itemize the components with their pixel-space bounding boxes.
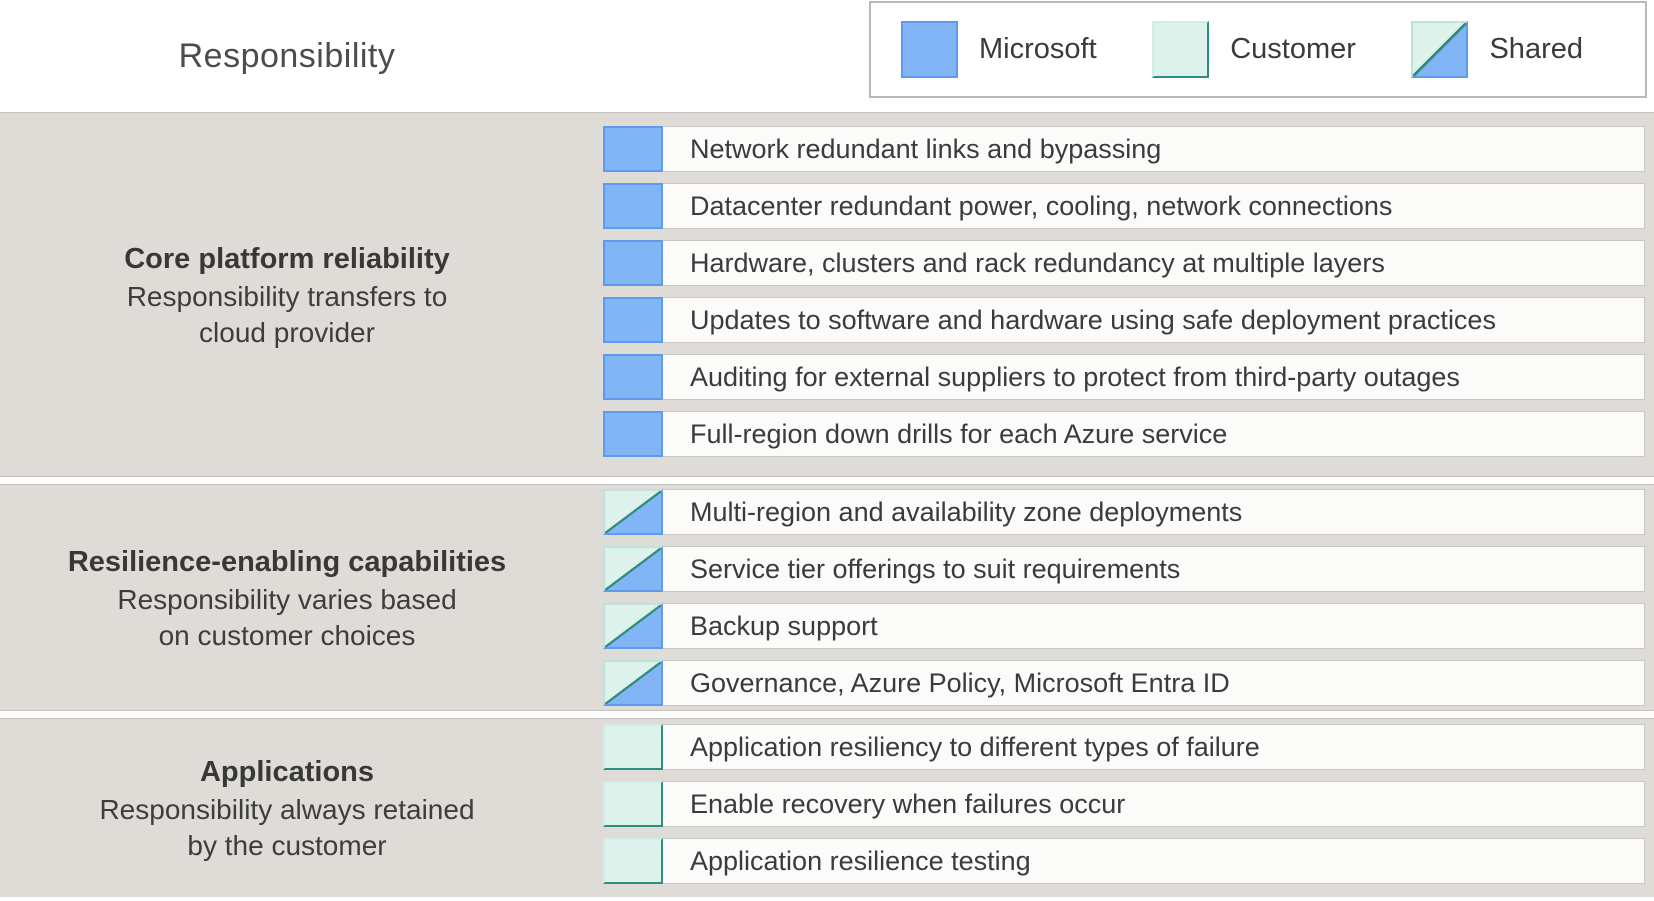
section-divider: [0, 477, 1654, 484]
responsibility-row: Application resiliency to different type…: [603, 724, 1645, 770]
legend-item-customer: Customer: [1152, 21, 1356, 78]
microsoft-swatch-icon: [603, 183, 663, 229]
microsoft-swatch-icon: [603, 126, 663, 172]
responsibility-row: Service tier offerings to suit requireme…: [603, 546, 1645, 592]
legend-item-microsoft: Microsoft: [901, 21, 1097, 78]
page-title: Responsibility: [178, 36, 396, 75]
customer-swatch-icon: [603, 838, 663, 884]
microsoft-swatch-icon: [901, 21, 958, 78]
legend-label: Microsoft: [979, 33, 1097, 65]
row-label: Application resilience testing: [690, 845, 1031, 876]
section-resilience-enabling-capabilities: Resilience-enabling capabilities Respons…: [0, 484, 1654, 711]
section-rows: Network redundant links and bypassing Da…: [603, 113, 1645, 476]
section-rows: Application resiliency to different type…: [603, 719, 1645, 897]
row-label: Hardware, clusters and rack redundancy a…: [690, 247, 1385, 278]
responsibility-row: Backup support: [603, 603, 1645, 649]
section-core-platform-reliability: Core platform reliability Responsibility…: [0, 112, 1654, 477]
legend-label: Customer: [1230, 33, 1356, 65]
row-label: Service tier offerings to suit requireme…: [690, 553, 1181, 584]
section-subheading: Responsibility varies based on customer …: [117, 583, 457, 651]
row-label: Backup support: [690, 610, 878, 641]
microsoft-swatch-icon: [603, 411, 663, 457]
microsoft-swatch-icon: [603, 297, 663, 343]
row-label: Network redundant links and bypassing: [690, 133, 1162, 164]
row-label: Governance, Azure Policy, Microsoft Entr…: [690, 667, 1230, 698]
customer-swatch-icon: [603, 781, 663, 827]
microsoft-swatch-icon: [603, 354, 663, 400]
row-label: Multi-region and availability zone deplo…: [690, 496, 1243, 527]
section-label: Core platform reliability Responsibility…: [0, 113, 574, 476]
responsibility-row: Hardware, clusters and rack redundancy a…: [603, 240, 1645, 286]
section-heading: Core platform reliability: [124, 242, 450, 275]
customer-swatch-icon: [1152, 21, 1210, 78]
responsibility-row: Network redundant links and bypassing: [603, 126, 1645, 172]
responsibility-row: Datacenter redundant power, cooling, net…: [603, 183, 1645, 229]
row-label: Auditing for external suppliers to prote…: [690, 361, 1460, 392]
legend-item-shared: Shared: [1411, 21, 1583, 78]
microsoft-swatch-icon: [603, 240, 663, 286]
section-heading: Resilience-enabling capabilities: [67, 545, 507, 578]
row-label: Enable recovery when failures occur: [690, 788, 1126, 819]
section-subheading: Responsibility always retained by the cu…: [99, 794, 475, 861]
responsibility-row: Application resilience testing: [603, 838, 1645, 884]
responsibility-row: Enable recovery when failures occur: [603, 781, 1645, 827]
shared-swatch-icon: [1411, 21, 1469, 78]
shared-swatch-icon: [603, 546, 663, 592]
responsibility-row: Governance, Azure Policy, Microsoft Entr…: [603, 660, 1645, 706]
responsibility-row: Auditing for external suppliers to prote…: [603, 354, 1645, 400]
section-rows: Multi-region and availability zone deplo…: [603, 485, 1645, 710]
section-applications: Applications Responsibility always retai…: [0, 718, 1654, 897]
shared-swatch-icon: [603, 489, 663, 535]
section-subheading: Responsibility transfers to cloud provid…: [126, 280, 448, 348]
shared-swatch-icon: [603, 660, 663, 706]
row-label: Datacenter redundant power, cooling, net…: [690, 190, 1393, 221]
section-label: Applications Responsibility always retai…: [0, 719, 574, 897]
legend: Microsoft Customer Shared: [869, 1, 1647, 98]
section-label: Resilience-enabling capabilities Respons…: [0, 485, 574, 710]
shared-swatch-icon: [603, 603, 663, 649]
customer-swatch-icon: [603, 724, 663, 770]
row-label: Application resiliency to different type…: [690, 731, 1260, 762]
header: Responsibility Microsoft Customer Shared: [0, 0, 1654, 112]
responsibility-row: Updates to software and hardware using s…: [603, 297, 1645, 343]
section-divider: [0, 711, 1654, 718]
row-label: Updates to software and hardware using s…: [690, 304, 1496, 335]
row-label: Full-region down drills for each Azure s…: [690, 418, 1228, 449]
section-heading: Applications: [199, 756, 374, 788]
legend-label: Shared: [1489, 33, 1583, 65]
responsibility-row: Multi-region and availability zone deplo…: [603, 489, 1645, 535]
responsibility-row: Full-region down drills for each Azure s…: [603, 411, 1645, 457]
